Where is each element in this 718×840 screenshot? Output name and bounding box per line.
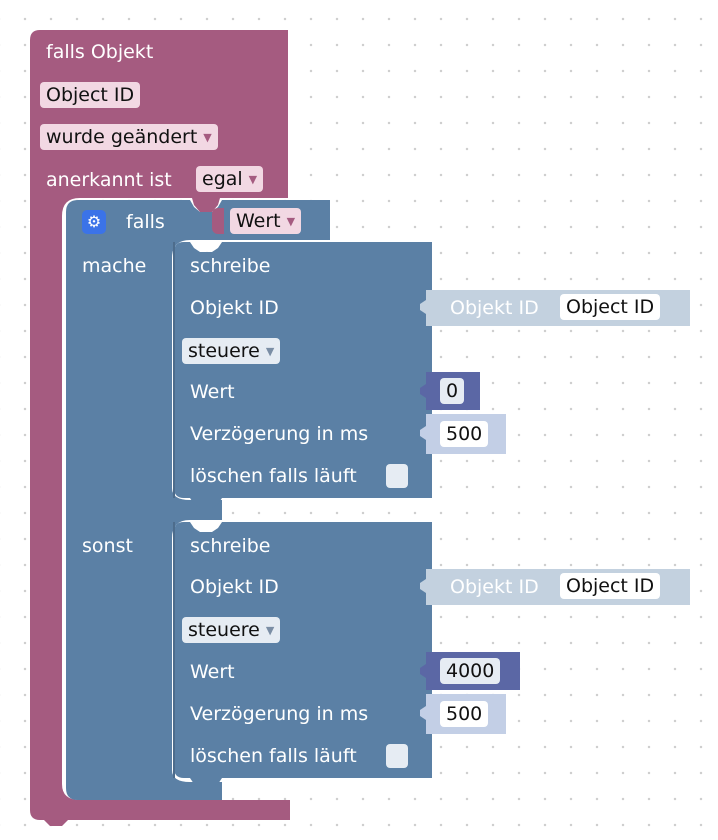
trigger-dropdown[interactable]: wurde geändert ▼: [40, 124, 218, 150]
delay-input[interactable]: 500: [440, 421, 489, 447]
mode-dropdown[interactable]: steuere ▼: [182, 338, 281, 364]
value-label: Wert: [190, 381, 235, 403]
value-input[interactable]: 4000: [440, 658, 501, 684]
condition-dropdown-value: Wert: [236, 210, 281, 232]
value-input[interactable]: 0: [440, 378, 465, 404]
ack-label: anerkannt ist: [46, 169, 172, 191]
sonst-label: sonst: [82, 535, 133, 557]
trigger-dropdown-value: wurde geändert: [46, 126, 198, 148]
mode-dropdown[interactable]: steuere ▼: [182, 617, 281, 643]
condition-dropdown[interactable]: Wert ▼: [230, 208, 302, 234]
condition-connector: [212, 208, 224, 234]
object-label: Objekt ID: [190, 297, 279, 319]
object-id-chip[interactable]: Object ID: [40, 82, 141, 108]
clear-label: löschen falls läuft: [190, 745, 357, 767]
gear-icon[interactable]: ⚙: [82, 210, 106, 234]
ack-dropdown-value: egal: [202, 168, 243, 190]
mode-dropdown-value: steuere: [188, 619, 260, 641]
delay-input[interactable]: 500: [440, 701, 489, 727]
clear-checkbox[interactable]: [386, 744, 408, 768]
delay-label: Verzögerung in ms: [190, 703, 369, 725]
chevron-down-icon: ▼: [203, 131, 212, 144]
clear-checkbox[interactable]: [386, 464, 408, 488]
object-value-label: Objekt ID: [450, 576, 539, 598]
chevron-down-icon: ▼: [265, 345, 275, 358]
ack-dropdown[interactable]: egal ▼: [196, 166, 264, 192]
if-falls-label: falls: [126, 211, 165, 233]
mache-label: mache: [82, 255, 147, 277]
chevron-down-icon: ▼: [265, 624, 275, 637]
object-value-chip[interactable]: Object ID: [560, 294, 661, 320]
chevron-down-icon: ▼: [286, 215, 296, 228]
event-header: falls Objekt: [46, 41, 154, 63]
write-title: schreibe: [190, 535, 271, 557]
write-title: schreibe: [190, 255, 271, 277]
delay-label: Verzögerung in ms: [190, 423, 369, 445]
chevron-down-icon: ▼: [248, 173, 258, 186]
mode-dropdown-value: steuere: [188, 340, 260, 362]
object-value-label: Objekt ID: [450, 297, 539, 319]
object-label: Objekt ID: [190, 576, 279, 598]
object-value-chip[interactable]: Object ID: [560, 573, 661, 599]
clear-label: löschen falls läuft: [190, 465, 357, 487]
value-label: Wert: [190, 661, 235, 683]
